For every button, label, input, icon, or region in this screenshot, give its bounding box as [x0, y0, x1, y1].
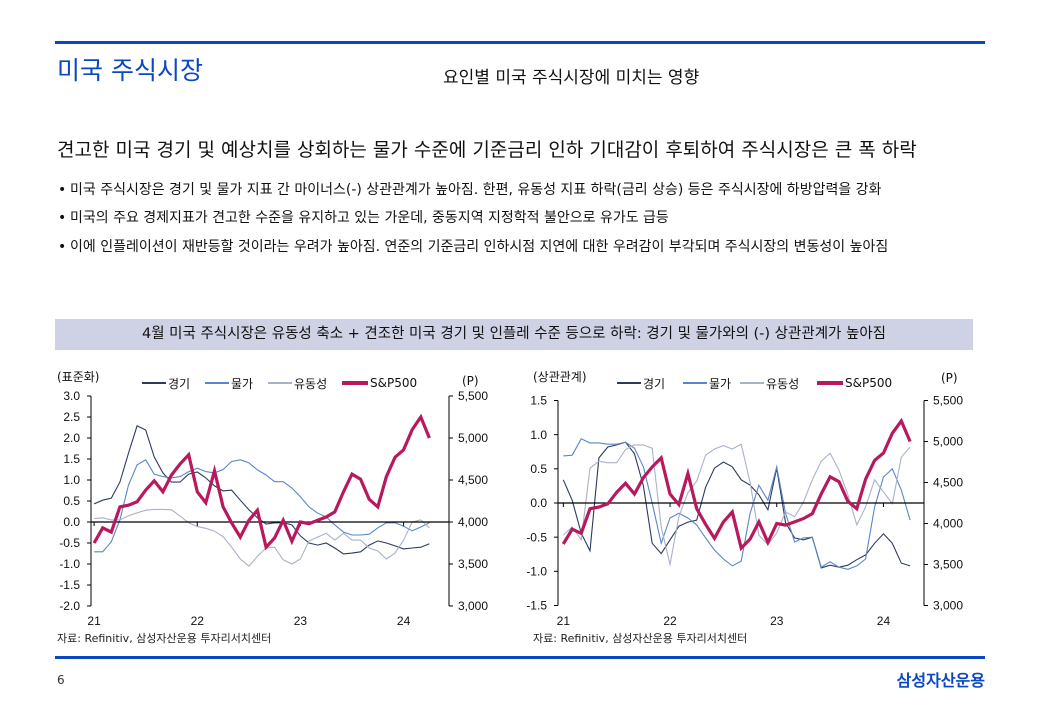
legend-label: S&P500 — [370, 376, 418, 390]
left-axis-tick-label: 0.0 — [530, 496, 547, 510]
top-rule — [55, 41, 985, 44]
series-line-economy — [93, 425, 430, 555]
legend-swatch-prices — [683, 382, 707, 384]
series-line-liquidity — [94, 508, 430, 567]
legend-swatch-liquidity — [740, 382, 764, 384]
legend-swatch-economy — [617, 382, 641, 384]
legend-swatch-liquidity — [268, 382, 292, 384]
x-axis-tick-label: 21 — [557, 614, 571, 628]
legend-label: 경기 — [168, 376, 191, 391]
right-axis-tick-label: 3,500 — [933, 558, 963, 572]
x-axis-tick-label: 24 — [397, 614, 411, 628]
bullet-item: • 미국 주식시장은 경기 및 물가 지표 간 마이너스(-) 상관관계가 높아짐… — [58, 181, 1018, 199]
legend-swatch-economy — [142, 382, 166, 384]
bullet-text: 이에 인플레이션이 재반등할 것이라는 우려가 높아짐. 연준의 기준금리 인하… — [70, 239, 889, 255]
bullet-text: 미국의 주요 경제지표가 견고한 수준을 유지하고 있는 가운데, 중동지역 지… — [70, 210, 669, 226]
legend-item-economy: 경기 — [142, 375, 190, 391]
left-axis-tick-label: 0.0 — [63, 515, 80, 529]
page-title: 미국 주식시장 — [57, 56, 203, 85]
x-axis-tick-label: 21 — [87, 614, 101, 628]
left-axis-tick-label: -1.5 — [526, 599, 547, 613]
series-line-sp500 — [561, 417, 912, 552]
legend-label: 경기 — [643, 376, 666, 391]
legend-label: 물가 — [709, 376, 732, 391]
x-axis-tick-label: 23 — [770, 614, 784, 628]
left-axis-tick-label: -1.0 — [526, 565, 547, 579]
left-axis-tick-label: 1.5 — [63, 452, 80, 466]
bullet-icon: • — [58, 210, 67, 226]
page-number: 6 — [57, 673, 65, 687]
left-axis-tick-label: 2.5 — [63, 410, 80, 424]
legend-item-economy: 경기 — [617, 375, 665, 391]
bullet-icon: • — [58, 239, 67, 255]
chart-banner: 4월 미국 주식시장은 유동성 축소 + 견조한 미국 경기 및 인플레 수준 … — [55, 319, 973, 350]
right-axis-tick-label: 3,000 — [458, 599, 488, 613]
chart-section-title: 요인별 미국 주식시장에 미치는 영향 — [443, 68, 700, 88]
headline: 견고한 미국 경기 및 예상치를 상회하는 물가 수준에 기준금리 인하 기대감… — [57, 139, 917, 161]
right-axis-tick-label: 4,000 — [933, 517, 963, 531]
legend-label: 물가 — [231, 376, 254, 391]
series-line-sp500 — [92, 413, 431, 551]
left-axis-tick-label: 1.0 — [63, 473, 80, 487]
left-axis-tick-label: 1.0 — [530, 428, 547, 442]
right-axis-tick-label: 3,000 — [933, 599, 963, 613]
left-chart-right-axis-unit: (P) — [462, 374, 479, 388]
bullet-text: 미국 주식시장은 경기 및 물가 지표 간 마이너스(-) 상관관계가 높아짐.… — [70, 182, 882, 198]
bullet-item: • 미국의 주요 경제지표가 견고한 수준을 유지하고 있는 가운데, 중동지역 … — [58, 209, 1018, 227]
x-axis-tick-label: 22 — [663, 614, 677, 628]
right-axis-tick-label: 4,500 — [933, 476, 963, 490]
left-axis-tick-label: -1.5 — [59, 578, 80, 592]
series-line-prices — [563, 438, 911, 570]
left-axis-tick-label: 0.5 — [63, 494, 80, 508]
legend-swatch-sp500 — [342, 381, 368, 385]
legend-label: 유동성 — [766, 376, 800, 391]
right-chart-left-axis-unit: (상관관계) — [533, 370, 587, 384]
correlation-chart: 1.5 1.0 0.5 0.0 -0.5 -1.0 -1.5 5,500 5,000 4,500 4… — [526, 394, 963, 629]
left-axis-tick-label: -0.5 — [526, 530, 547, 544]
legend-item-prices: 물가 — [205, 375, 253, 391]
left-axis-tick-label: -1.0 — [59, 557, 80, 571]
left-axis-tick-label: 2.0 — [63, 431, 80, 445]
left-axis-tick-label: -2.0 — [59, 599, 80, 613]
bullet-item: • 이에 인플레이션이 재반등할 것이라는 우려가 높아짐. 연준의 기준금리 인… — [58, 238, 1018, 256]
right-axis-tick-label: 5,000 — [458, 431, 488, 445]
x-axis-tick-label: 24 — [877, 614, 891, 628]
series-line-prices — [94, 459, 430, 553]
right-axis-tick-label: 3,500 — [458, 557, 488, 571]
x-axis-tick-label: 23 — [294, 614, 308, 628]
legend-item-sp500: S&P500 — [817, 375, 892, 391]
legend-swatch-prices — [205, 382, 229, 384]
left-axis-tick-label: 0.5 — [530, 462, 547, 476]
series-line-economy — [562, 441, 911, 569]
company-logo: 삼성자산운용 — [896, 671, 985, 690]
series-line-liquidity — [562, 443, 911, 568]
right-axis-tick-label: 4,500 — [458, 473, 488, 487]
legend-label: S&P500 — [845, 376, 893, 390]
bottom-rule — [55, 656, 985, 659]
left-axis-tick-label: -0.5 — [59, 536, 80, 550]
left-axis-tick-label: 3.0 — [63, 389, 80, 403]
legend-item-liquidity: 유동성 — [268, 375, 327, 391]
legend-swatch-sp500 — [817, 381, 843, 385]
right-chart-right-axis-unit: (P) — [941, 371, 958, 385]
right-axis-tick-label: 4,000 — [458, 515, 488, 529]
legend-label: 유동성 — [294, 376, 328, 391]
legend-item-liquidity: 유동성 — [740, 375, 799, 391]
standardized-chart: 3.0 2.5 2.0 1.5 1.0 0.5 0.0 -0.5 -1.0 -1.5 -2.0 5,5… — [59, 389, 488, 628]
right-axis-tick-label: 5,500 — [933, 394, 963, 408]
legend-item-sp500: S&P500 — [342, 375, 417, 391]
right-axis-tick-label: 5,000 — [933, 435, 963, 449]
left-axis-tick-label: 1.5 — [530, 394, 547, 408]
right-axis-tick-label: 5,500 — [458, 389, 488, 403]
bullet-icon: • — [58, 182, 67, 198]
left-chart-left-axis-unit: (표준화) — [57, 370, 100, 384]
left-chart-source: 자료: Refinitiv, 삼성자산운용 투자리서치센터 — [57, 632, 272, 645]
x-axis-tick-label: 22 — [191, 614, 205, 628]
right-chart-source: 자료: Refinitiv, 삼성자산운용 투자리서치센터 — [533, 632, 748, 645]
legend-item-prices: 물가 — [683, 375, 731, 391]
